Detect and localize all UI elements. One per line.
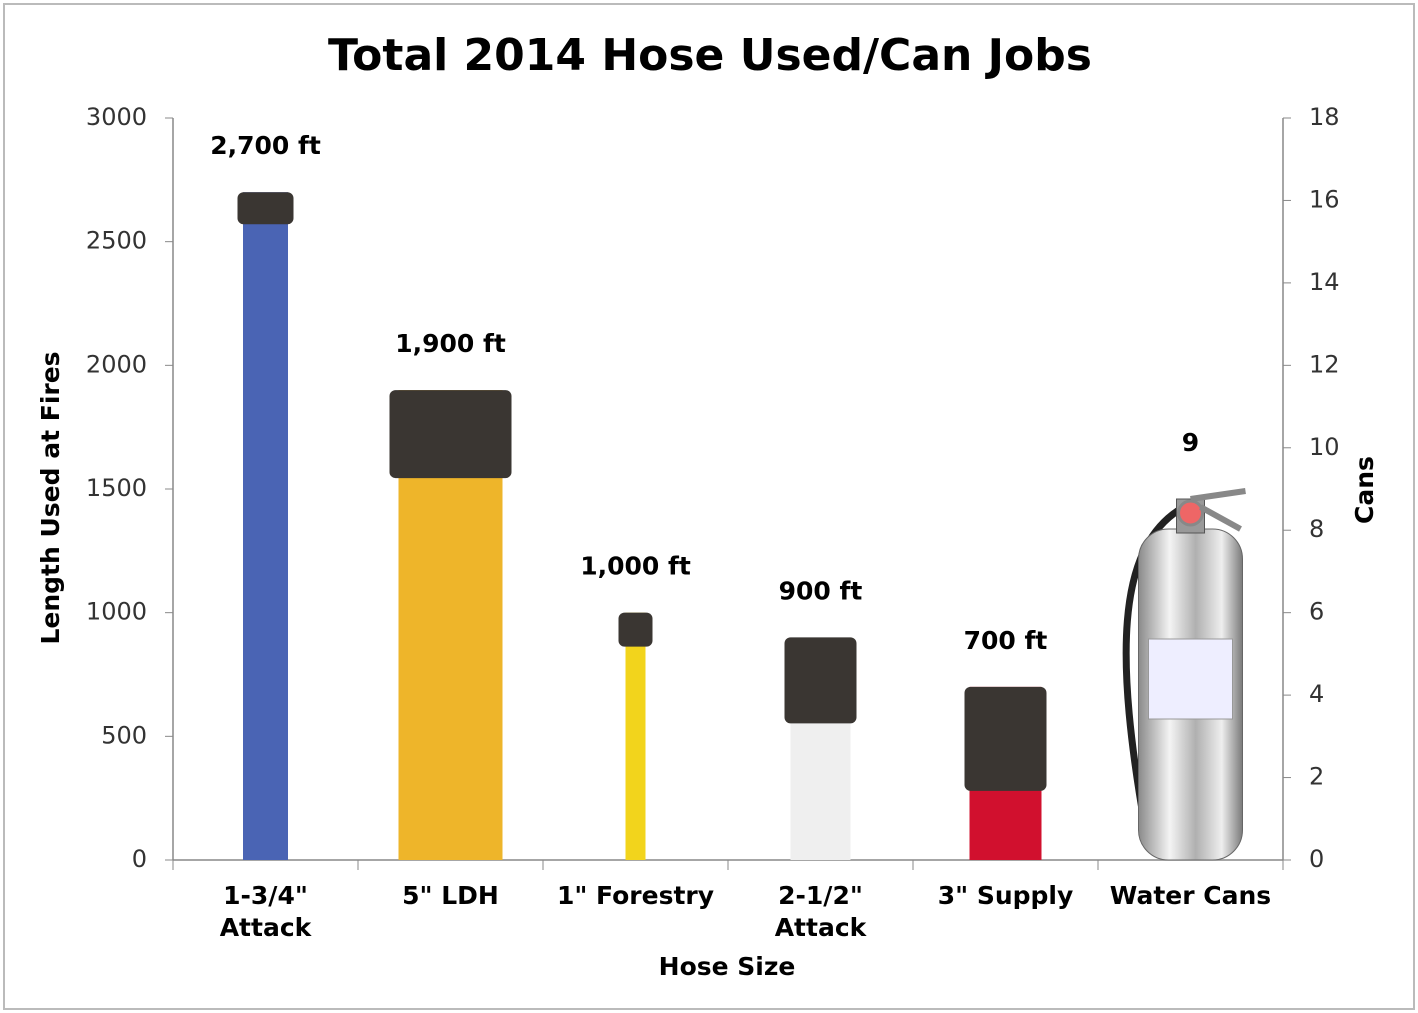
- x-tick-label: 5" LDH: [402, 881, 499, 910]
- y2-tick-label: 0: [1309, 845, 1324, 873]
- chart-title: Total 2014 Hose Used/Can Jobs: [328, 30, 1092, 81]
- value-label: 1,000 ft: [580, 552, 691, 581]
- y2-axis-title: Cans: [1350, 456, 1379, 524]
- x-tick-label: 1-3/4": [223, 881, 308, 910]
- x-axis-title: Hose Size: [659, 952, 796, 981]
- bar: [243, 192, 288, 860]
- coupling: [785, 637, 857, 723]
- coupling: [238, 192, 294, 224]
- value-label: 900 ft: [779, 576, 863, 605]
- y-tick-label: 0: [132, 845, 147, 873]
- y-tick-label: 1000: [86, 598, 147, 626]
- y2-tick-label: 10: [1309, 433, 1340, 461]
- y2-tick-label: 16: [1309, 185, 1340, 213]
- x-tick-label: 1" Forestry: [557, 881, 714, 910]
- x-tick-label: 3" Supply: [938, 881, 1074, 910]
- y2-tick-label: 2: [1309, 763, 1324, 791]
- y2-tick-label: 4: [1309, 680, 1324, 708]
- gauge: [1179, 501, 1203, 525]
- y-tick-label: 500: [101, 721, 147, 749]
- label-plate: [1149, 639, 1233, 719]
- y-axis-title: Length Used at Fires: [36, 351, 65, 644]
- x-tick-label: 2-1/2": [778, 881, 863, 910]
- y2-tick-label: 14: [1309, 268, 1340, 296]
- value-label: 700 ft: [964, 626, 1048, 655]
- coupling: [965, 687, 1047, 791]
- y2-tick-label: 8: [1309, 515, 1324, 543]
- x-tick-label: Attack: [220, 913, 313, 942]
- x-tick-label: Attack: [775, 913, 868, 942]
- y2-tick-label: 12: [1309, 350, 1340, 378]
- value-label: 1,900 ft: [395, 329, 506, 358]
- y-tick-label: 2000: [86, 350, 147, 378]
- value-label: 2,700 ft: [210, 131, 321, 160]
- y-tick-label: 1500: [86, 474, 147, 502]
- coupling: [619, 613, 653, 647]
- value-label: 9: [1182, 428, 1199, 457]
- y2-tick-label: 18: [1309, 103, 1340, 131]
- y2-tick-label: 6: [1309, 598, 1324, 626]
- coupling: [390, 390, 512, 478]
- y-tick-label: 2500: [86, 227, 147, 255]
- x-tick-label: Water Cans: [1110, 881, 1271, 910]
- y-tick-label: 3000: [86, 103, 147, 131]
- bar: [626, 613, 646, 860]
